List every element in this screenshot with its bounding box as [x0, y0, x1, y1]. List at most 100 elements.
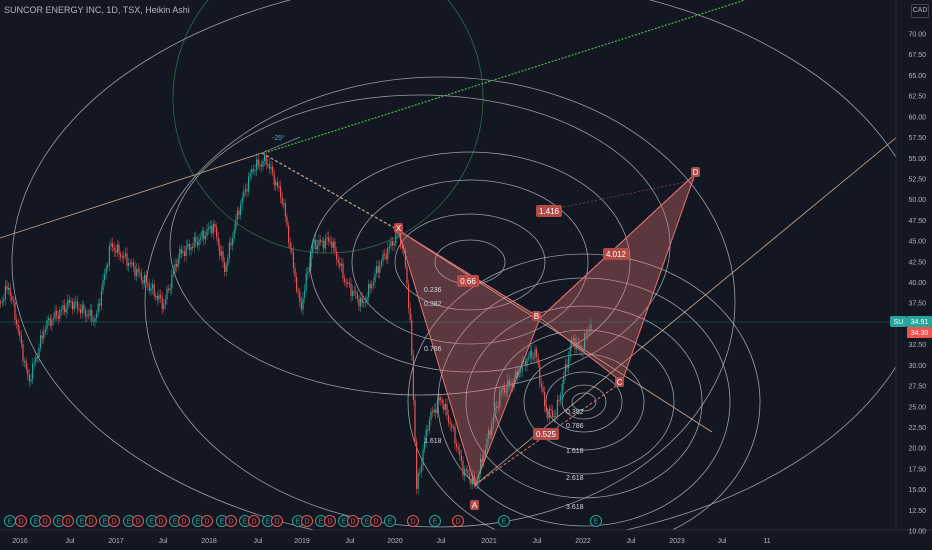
candle-body-111 — [177, 258, 179, 267]
candle-body-85 — [136, 269, 138, 277]
event-marker-circle-27[interactable] — [324, 515, 336, 527]
event-marker-circle-23[interactable] — [271, 515, 283, 527]
event-marker-34: E — [433, 519, 438, 526]
price-label-last: 34.91 — [911, 319, 929, 326]
candle-body-321 — [513, 377, 515, 387]
candle-body-306 — [489, 430, 491, 436]
event-marker-circle-37[interactable] — [590, 515, 602, 527]
price-label-ha: 34.30 — [911, 330, 929, 337]
candle-body-26 — [41, 335, 43, 339]
candle-body-291 — [465, 469, 467, 471]
candle-body-19 — [30, 379, 32, 382]
candle-body-83 — [132, 262, 134, 267]
candle-body-255 — [408, 284, 410, 308]
candle-body-3 — [4, 285, 6, 300]
fib-labels-upper: 0.236 0.382 0.786 1.618 — [424, 287, 442, 445]
candle-body-339 — [542, 387, 544, 392]
event-marker-circle-29[interactable] — [347, 515, 359, 527]
candle-body-164 — [262, 160, 264, 167]
pattern-triangle-xab — [397, 228, 541, 487]
point-label-d: D — [693, 168, 699, 177]
candle-body-141 — [225, 265, 227, 272]
candle-body-34 — [54, 310, 56, 319]
candle-body-17 — [27, 368, 29, 375]
event-marker-circle-17[interactable] — [201, 515, 213, 527]
candle-body-331 — [529, 350, 531, 358]
event-marker-circle-33[interactable] — [407, 515, 419, 527]
candle-body-232 — [371, 284, 373, 289]
candle-body-225 — [360, 297, 362, 307]
candle-body-344 — [550, 408, 552, 411]
event-marker-circle-25[interactable] — [301, 515, 313, 527]
event-marker-circle-7[interactable] — [85, 515, 97, 527]
candle-body-181 — [289, 242, 291, 249]
candle-body-359 — [574, 337, 576, 350]
price-labels: SU 34.91 34.30 — [890, 316, 932, 338]
candle-body-341 — [545, 406, 547, 413]
event-marker-circle-3[interactable] — [39, 515, 51, 527]
candle-body-20 — [32, 363, 34, 380]
candle-body-322 — [515, 371, 517, 378]
event-marker-circle-13[interactable] — [155, 515, 167, 527]
candle-body-172 — [275, 181, 277, 186]
candle-body-65 — [104, 273, 106, 280]
event-marker-circle-5[interactable] — [62, 515, 74, 527]
event-marker-16: E — [196, 519, 201, 526]
candle-body-92 — [147, 282, 149, 285]
candle-body-326 — [521, 360, 523, 372]
candle-body-266 — [425, 429, 427, 442]
event-marker-circle-36[interactable] — [498, 515, 510, 527]
event-marker-circle-11[interactable] — [132, 515, 144, 527]
candle-body-268 — [428, 419, 430, 431]
event-marker-circle-1[interactable] — [15, 515, 27, 527]
candle-body-168 — [268, 164, 270, 169]
candle-body-67 — [107, 265, 109, 268]
candle-body-9 — [14, 301, 16, 320]
candle-body-254 — [406, 266, 408, 285]
candle-body-227 — [363, 301, 365, 304]
candle-body-5 — [8, 287, 10, 290]
candle-body-303 — [484, 449, 486, 456]
candle-body-75 — [120, 254, 122, 257]
candle-body-71 — [113, 247, 115, 251]
candle-body-69 — [110, 243, 112, 247]
event-marker-circle-9[interactable] — [108, 515, 120, 527]
candle-body-315 — [504, 387, 506, 393]
candle-body-333 — [532, 358, 534, 360]
currency-badge[interactable]: CAD — [911, 4, 929, 18]
candle-body-184 — [294, 268, 296, 277]
event-marker-circle-15[interactable] — [178, 515, 190, 527]
event-marker-4: E — [57, 519, 62, 526]
candle-body-239 — [382, 253, 384, 262]
candle-body-350 — [560, 395, 562, 401]
candle-body-260 — [416, 441, 418, 489]
candle-body-304 — [486, 438, 488, 450]
candle-body-193 — [308, 267, 310, 272]
candle-body-125 — [200, 237, 202, 240]
candle-body-40 — [64, 304, 66, 313]
y-tick-label-22: 15.00 — [908, 487, 926, 494]
candle-body-289 — [462, 460, 464, 476]
candle-body-318 — [508, 380, 510, 385]
event-marker-9: D — [111, 519, 116, 526]
event-marker-circle-21[interactable] — [248, 515, 260, 527]
x-axis: 2016 Jul 2017 Jul 2018 Jul 2019 Jul 2020 Jul 2021 J… — [12, 538, 771, 545]
candle-body-39 — [62, 304, 64, 310]
event-marker-37: E — [594, 519, 599, 526]
event-marker-circle-19[interactable] — [225, 515, 237, 527]
trend-line-left — [0, 152, 263, 239]
candle-body-78 — [124, 253, 126, 257]
event-marker-circle-32[interactable] — [384, 515, 396, 527]
candle-body-27 — [43, 331, 45, 339]
candle-body-81 — [129, 263, 131, 265]
candle-body-180 — [288, 225, 290, 243]
event-marker-circle-31[interactable] — [370, 515, 382, 527]
candle-body-183 — [292, 251, 294, 269]
x-tick-label-7: Jul — [346, 538, 355, 545]
candle-body-364 — [582, 349, 584, 352]
event-marker-circle-35[interactable] — [452, 515, 464, 527]
event-marker-circle-34[interactable] — [429, 515, 441, 527]
candle-body-158 — [252, 169, 254, 171]
